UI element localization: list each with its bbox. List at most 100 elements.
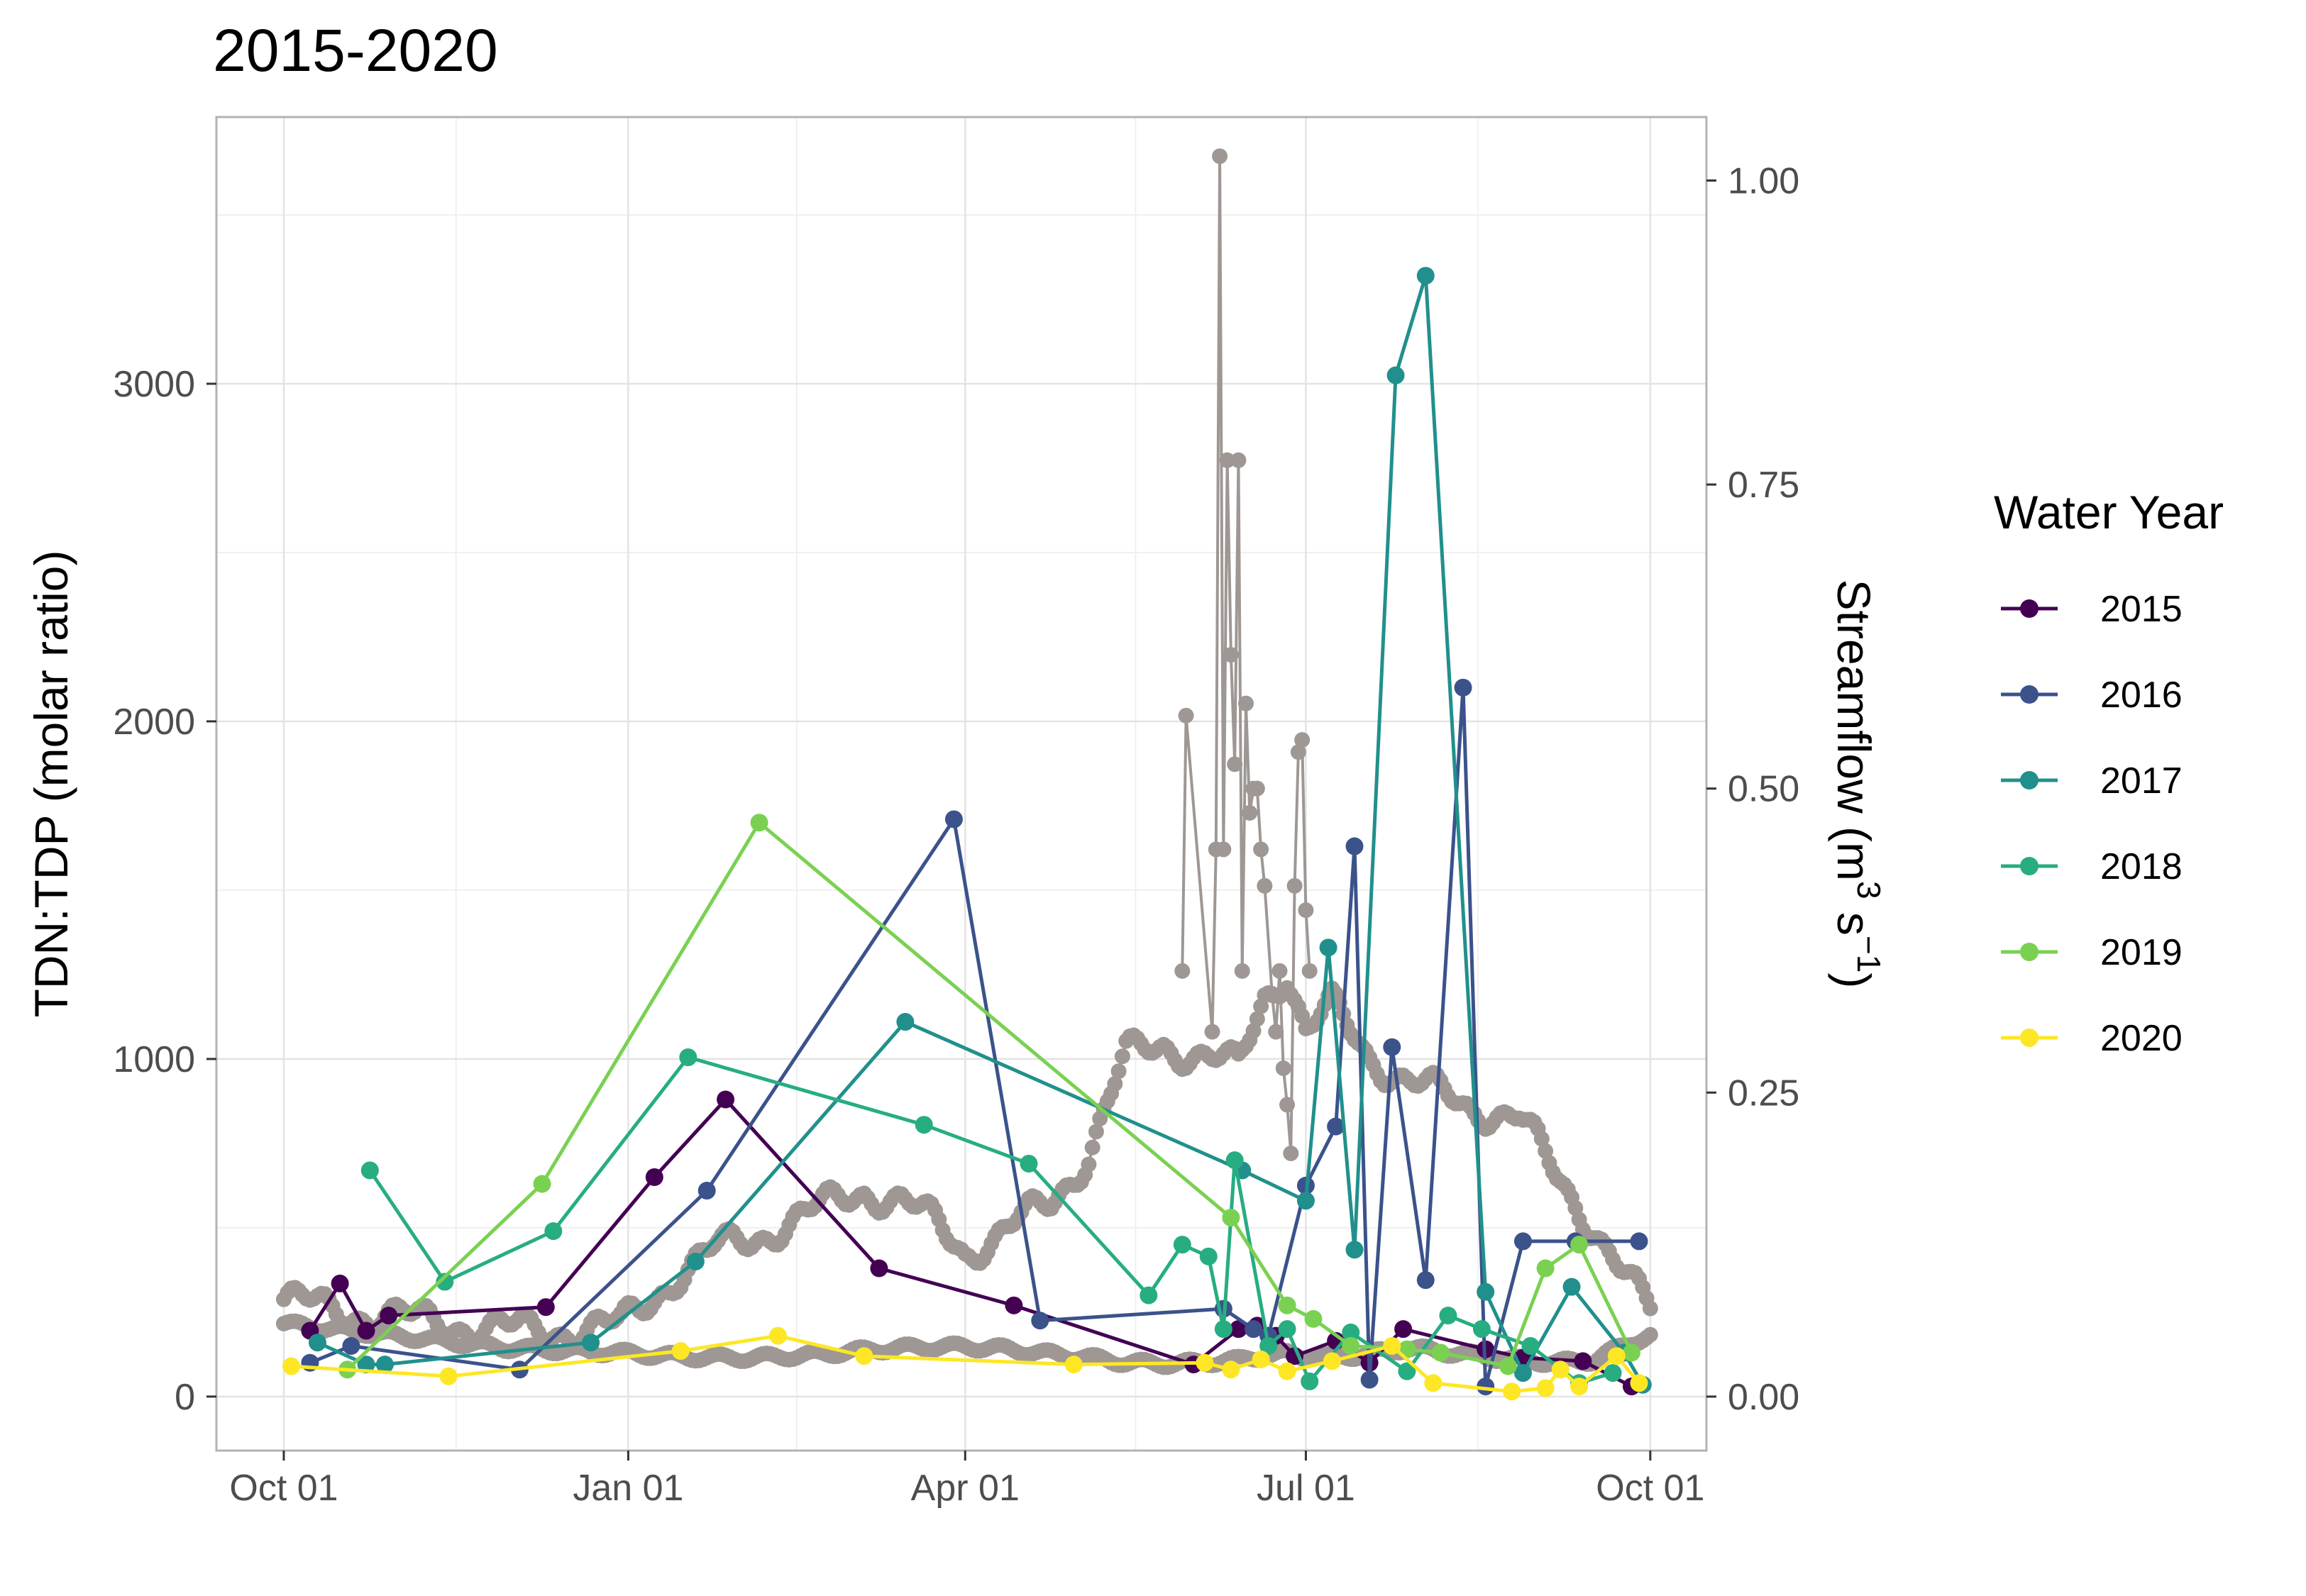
series-point-2020 [855, 1347, 873, 1365]
series-point-2019 [1342, 1336, 1360, 1355]
streamflow-peak-point [1271, 963, 1288, 979]
series-point-2016 [1513, 1232, 1532, 1251]
y-tick-label: 2000 [113, 702, 195, 743]
series-point-2018 [360, 1161, 379, 1180]
series-point-2020 [768, 1326, 787, 1345]
series-point-2015 [536, 1298, 555, 1317]
y2-axis-title-sup1: 3 [1850, 881, 1887, 899]
series-point-2020 [1536, 1379, 1555, 1397]
streamflow-peak-point [1268, 1024, 1284, 1040]
panel-border [215, 116, 1708, 1452]
legend-item-2018: 2018 [2001, 846, 2183, 887]
x-tick-label: Jul 01 [1257, 1468, 1355, 1509]
y2-axis-title-mid: s [1828, 899, 1880, 936]
streamflow-peak-point [1257, 877, 1273, 894]
series-point-2015 [1229, 1320, 1247, 1339]
series-point-2018 [679, 1048, 697, 1067]
series-point-2016 [1630, 1232, 1648, 1251]
series-point-2018 [1398, 1362, 1416, 1380]
series-point-2017 [686, 1252, 705, 1270]
y2-axis-title: Streamflow (m3 s−1) [1828, 580, 1887, 989]
series-point-2017 [1477, 1282, 1495, 1301]
streamflow-peak-point [1253, 841, 1269, 858]
legend-key-point [2020, 599, 2039, 618]
streamflow-peak-point [1219, 452, 1235, 468]
series-point-2020 [1278, 1362, 1296, 1380]
series-point-2017 [1345, 1241, 1364, 1259]
series-point-2019 [1431, 1343, 1450, 1362]
y-tick-label: 1000 [113, 1039, 195, 1080]
y-tick-label: 0 [175, 1377, 195, 1418]
series-point-2019 [1304, 1309, 1323, 1328]
series-point-2020 [1607, 1347, 1626, 1365]
streamflow-peak-point [1286, 877, 1303, 894]
series-point-2017 [308, 1334, 326, 1352]
series-point-2017 [375, 1356, 394, 1374]
streamflow-peak-point [1178, 707, 1194, 724]
series-point-2016 [1360, 1370, 1379, 1389]
legend-label: 2019 [2100, 932, 2183, 973]
series-point-2017 [1416, 267, 1435, 285]
y2-tick-label: 0.50 [1728, 769, 1799, 810]
x-tick-label: Oct 01 [1596, 1468, 1704, 1509]
streamflow-peak-point [1204, 1024, 1220, 1040]
series-point-2018 [1214, 1320, 1232, 1339]
axes: Oct 01 Jan 01 Apr 01 Jul 01 Oct 01 0 1000 2000 3… [113, 160, 1799, 1509]
series-point-2020 [1570, 1378, 1589, 1396]
series-point-2019 [1499, 1357, 1517, 1375]
streamflow-point [1081, 1156, 1097, 1173]
streamflow-point [1110, 1063, 1127, 1080]
series-point-2017 [1386, 366, 1405, 384]
series-point-2019 [533, 1175, 551, 1193]
series-point-2018 [1199, 1247, 1218, 1265]
series-point-2019 [1622, 1343, 1640, 1362]
series-point-2016 [342, 1336, 360, 1355]
streamflow-peak-point [1242, 804, 1258, 821]
series-point-2020 [1196, 1353, 1214, 1372]
series-point-2018 [1521, 1336, 1540, 1355]
series-point-2020 [1064, 1356, 1083, 1374]
series-point-2020 [282, 1357, 301, 1375]
series-point-2016 [1345, 837, 1364, 855]
series-point-2018 [1020, 1154, 1038, 1173]
streamflow-peak-point [1227, 756, 1243, 772]
series-point-2018 [544, 1222, 563, 1241]
series-point-2017 [1513, 1364, 1532, 1382]
legend: Water Year 2015 2016 2017 2018 2019 2020 [1994, 486, 2224, 1059]
streamflow-peak-point [1298, 902, 1314, 919]
series-point-2018 [1301, 1372, 1319, 1390]
legend-label: 2016 [2100, 675, 2183, 716]
streamflow-peak-point [1283, 1146, 1299, 1162]
series-2018 [360, 1048, 1622, 1392]
series-point-2015 [1005, 1296, 1023, 1314]
x-tick-label: Jan 01 [573, 1468, 683, 1509]
series-point-2020 [1630, 1374, 1648, 1392]
series-point-2016 [1327, 1117, 1345, 1136]
chart-title: 2015-2020 [213, 17, 498, 84]
legend-item-2016: 2016 [2001, 675, 2183, 716]
streamflow-point [1533, 1131, 1550, 1147]
series-point-2020 [1383, 1336, 1401, 1355]
streamflow-point [1245, 1023, 1262, 1039]
streamflow-point [1642, 1300, 1658, 1317]
x-tick-label: Apr 01 [911, 1468, 1020, 1509]
legend-label: 2018 [2100, 846, 2183, 887]
series-point-2018 [1173, 1236, 1191, 1254]
series-point-2015 [645, 1168, 663, 1186]
series-point-2017 [357, 1356, 375, 1374]
series-point-2018 [1225, 1151, 1244, 1170]
streamflow-point [1088, 1124, 1104, 1140]
series-point-2018 [1604, 1364, 1622, 1382]
series-point-2015 [870, 1259, 888, 1278]
series-point-2015 [357, 1321, 375, 1340]
y2-tick-label: 0.75 [1728, 465, 1799, 506]
legend-key-point [2020, 943, 2039, 961]
legend-item-2017: 2017 [2001, 760, 2183, 802]
series-point-2020 [1424, 1374, 1442, 1392]
series-point-2016 [1031, 1312, 1049, 1330]
series-point-2020 [1252, 1350, 1270, 1368]
series-point-2015 [331, 1274, 349, 1292]
streamflow-peak-point [1301, 963, 1318, 979]
grid-minor [216, 117, 1706, 1451]
